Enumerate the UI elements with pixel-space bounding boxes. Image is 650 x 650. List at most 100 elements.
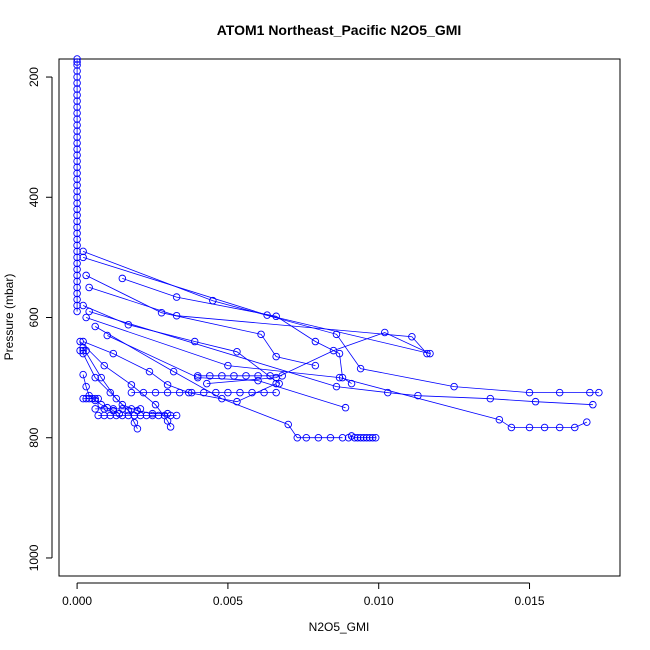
- data-point: [486, 394, 495, 403]
- data-point: [356, 364, 365, 373]
- series-line: [82, 341, 277, 403]
- data-point: [302, 433, 311, 442]
- data-point: [76, 337, 84, 346]
- data-point: [73, 55, 81, 63]
- data-point: [73, 67, 81, 75]
- data-point: [384, 388, 392, 397]
- data-point: [73, 97, 81, 105]
- data-point: [254, 372, 262, 380]
- data-point: [85, 307, 93, 316]
- data-point: [423, 349, 431, 358]
- y-tick-label: 600: [27, 307, 41, 327]
- data-point: [109, 349, 118, 358]
- data-point: [73, 133, 81, 141]
- data-point: [260, 388, 268, 397]
- data-point: [73, 241, 81, 250]
- y-tick-label: 200: [27, 67, 41, 87]
- data-point: [218, 394, 226, 403]
- data-point: [266, 372, 274, 380]
- data-point: [106, 411, 115, 420]
- data-point: [236, 388, 244, 397]
- data-point: [73, 61, 81, 69]
- data-point: [571, 423, 579, 432]
- profile-series: [85, 283, 431, 358]
- data-point: [73, 199, 81, 208]
- profile-series: [82, 271, 320, 370]
- data-point: [109, 405, 118, 413]
- data-point: [151, 388, 160, 397]
- data-point: [76, 346, 84, 355]
- data-point: [118, 274, 127, 283]
- data-point: [368, 433, 377, 442]
- data-point: [242, 372, 250, 380]
- data-point: [332, 330, 341, 339]
- data-point: [450, 382, 458, 391]
- data-point: [359, 433, 368, 442]
- data-point: [495, 415, 504, 424]
- data-point: [73, 277, 81, 286]
- data-point: [314, 433, 323, 442]
- data-point: [112, 394, 121, 403]
- data-point: [224, 388, 232, 397]
- profile-series: [103, 331, 350, 412]
- profile-series: [79, 301, 283, 388]
- data-point: [133, 424, 142, 433]
- profile-series: [127, 388, 280, 397]
- data-point: [408, 332, 416, 341]
- data-point: [73, 205, 81, 214]
- data-point: [73, 91, 81, 99]
- data-point: [73, 301, 81, 310]
- data-point: [371, 433, 380, 442]
- y-axis-label: Pressure (mbar): [2, 274, 16, 361]
- series-line: [79, 341, 171, 428]
- data-point: [127, 388, 136, 397]
- data-point: [347, 379, 356, 388]
- data-point: [212, 388, 220, 397]
- data-point: [335, 373, 344, 382]
- data-point: [525, 388, 534, 397]
- data-point: [326, 433, 335, 442]
- data-point: [233, 348, 241, 356]
- data-point: [154, 411, 163, 420]
- profile-series: [79, 337, 280, 406]
- data-point: [200, 388, 208, 397]
- x-tick-label: 0.015: [515, 594, 545, 608]
- data-point: [88, 394, 96, 403]
- data-point: [94, 411, 102, 420]
- y-tick-label: 800: [27, 427, 41, 447]
- x-tick-label: 0.010: [364, 594, 394, 608]
- data-point: [79, 247, 87, 256]
- data-point: [555, 388, 564, 397]
- data-point: [73, 307, 81, 316]
- plot-frame: [58, 58, 621, 577]
- data-point: [589, 400, 597, 409]
- data-point: [85, 283, 93, 292]
- data-point: [187, 388, 196, 397]
- data-point: [163, 388, 172, 397]
- data-point: [91, 405, 99, 413]
- data-point: [73, 265, 81, 274]
- data-point: [169, 367, 178, 376]
- data-point: [190, 337, 199, 346]
- data-point: [142, 411, 151, 420]
- data-point: [73, 139, 81, 147]
- data-point: [85, 394, 93, 403]
- series-line: [82, 257, 431, 384]
- series-line: [85, 317, 587, 428]
- series-line: [89, 311, 593, 406]
- series-line: [89, 287, 428, 354]
- data-point: [106, 388, 115, 397]
- data-point: [73, 289, 81, 298]
- data-point: [82, 271, 90, 280]
- data-point: [272, 352, 280, 361]
- data-point: [157, 308, 166, 317]
- data-point: [73, 217, 81, 226]
- data-point: [341, 403, 350, 412]
- data-point: [73, 253, 81, 262]
- data-point: [73, 181, 81, 189]
- series-line: [82, 305, 280, 384]
- data-point: [73, 79, 81, 87]
- data-point: [94, 394, 102, 403]
- data-point: [127, 381, 136, 389]
- data-point: [163, 381, 172, 389]
